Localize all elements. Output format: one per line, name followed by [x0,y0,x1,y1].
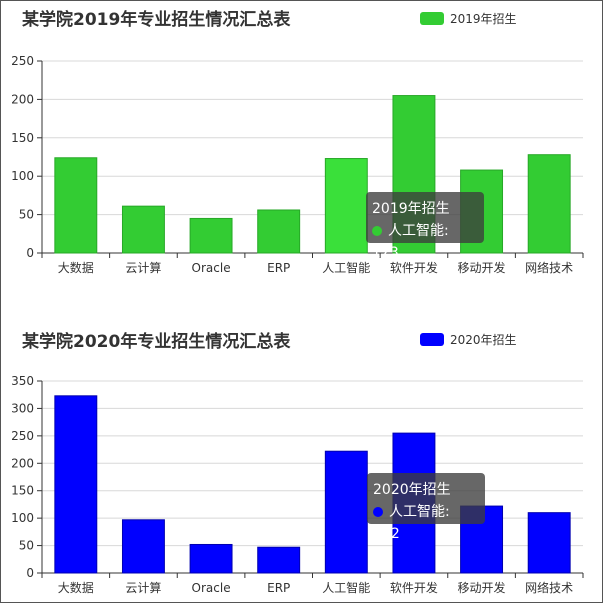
bar [257,546,301,574]
x-tick-label: 移动开发 [458,260,506,275]
y-tick-label: 250 [11,54,34,68]
legend-swatch [420,12,444,25]
bar [257,209,301,254]
y-tick-label: 350 [11,374,34,388]
y-tick-label: 250 [11,429,34,443]
series-dot-icon [373,507,383,517]
bar [54,395,98,574]
bar [189,543,233,574]
x-tick-label: 网络技术 [525,580,573,595]
tooltip-2020: 2020年招生 人工智能: 222 [367,473,485,542]
bar [189,217,233,254]
tooltip-value: 人工智能: 123 [372,223,449,261]
x-tick-label: Oracle [192,261,231,275]
bar [324,158,368,254]
tooltip-title: 2020年招生 [373,482,451,498]
series-dot-icon [372,226,382,236]
x-tick-label: 人工智能 [322,260,370,275]
bar [54,157,98,254]
x-tick-label: 软件开发 [390,580,438,595]
x-tick-label: 大数据 [58,580,94,595]
y-tick-label: 100 [11,511,34,525]
y-tick-label: 150 [11,131,34,145]
x-tick-label: ERP [267,581,290,595]
y-tick-label: 200 [11,456,34,470]
tooltip-row: 人工智能: 123 [372,220,478,264]
legend-label: 2020年招生 [450,333,517,347]
y-tick-label: 150 [11,484,34,498]
y-tick-label: 50 [19,539,34,553]
x-tick-label: 人工智能 [322,580,370,595]
x-tick-label: 移动开发 [458,580,506,595]
bar [324,450,368,574]
x-tick-label: 云计算 [125,580,161,595]
x-tick-label: Oracle [192,581,231,595]
y-tick-label: 100 [11,169,34,183]
bar [121,205,165,254]
tooltip-2019: 2019年招生 人工智能: 123 [366,192,484,261]
legend-swatch [420,333,444,346]
x-tick-label: 云计算 [125,260,161,275]
bar [121,519,165,574]
tooltip-value: 人工智能: 222 [373,504,450,542]
tooltip-row: 人工智能: 222 [373,501,479,545]
x-tick-label: ERP [267,261,290,275]
x-tick-label: 软件开发 [390,260,438,275]
bar [527,154,571,254]
bar [527,512,571,574]
x-tick-label: 网络技术 [525,260,573,275]
tooltip-title: 2019年招生 [372,201,450,217]
y-tick-label: 0 [26,246,34,260]
chart-title: 某学院2019年专业招生情况汇总表 [22,9,291,30]
y-tick-label: 300 [11,401,34,415]
chart-title: 某学院2020年专业招生情况汇总表 [22,331,291,352]
y-tick-label: 200 [11,92,34,106]
legend-label: 2019年招生 [450,12,517,26]
y-tick-label: 50 [19,208,34,222]
x-tick-label: 大数据 [58,260,94,275]
y-tick-label: 0 [26,566,34,580]
